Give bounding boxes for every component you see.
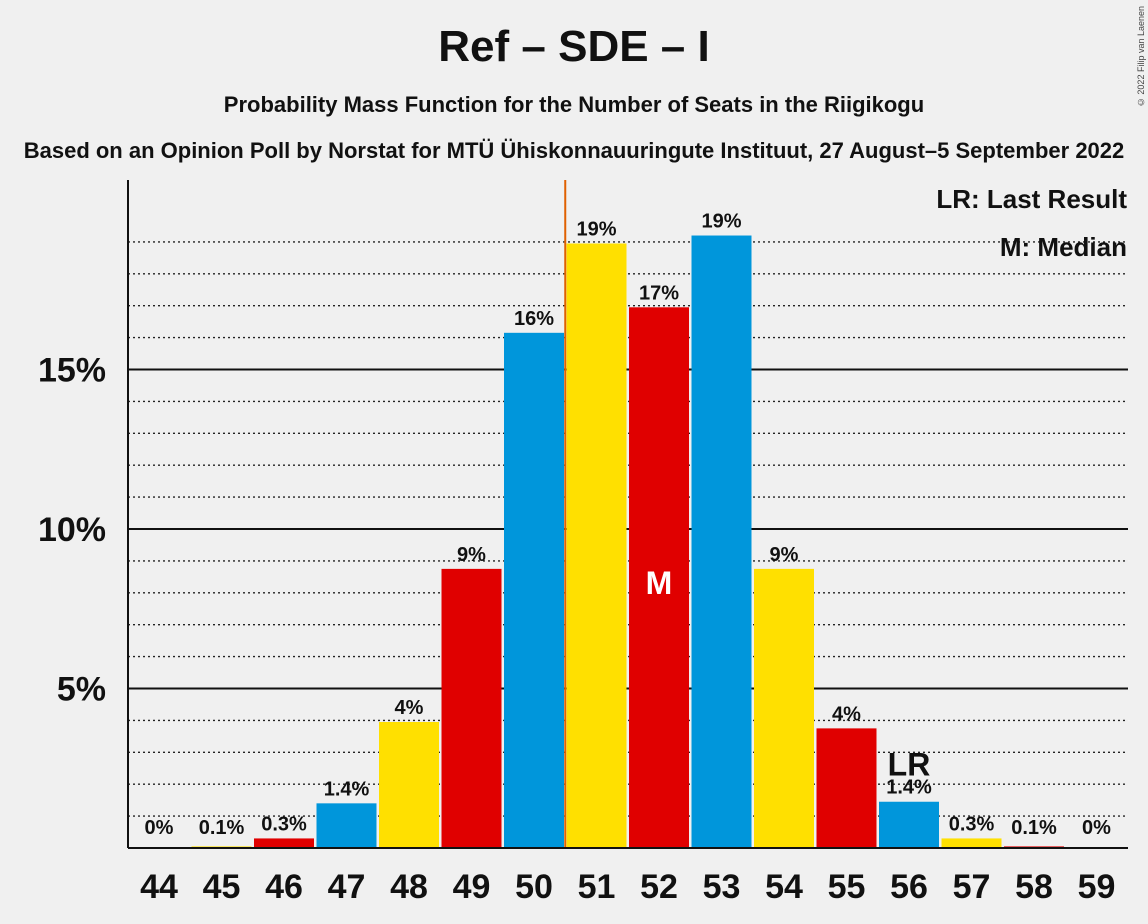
x-tick-label: 47 bbox=[328, 868, 366, 906]
data-label-54: 9% bbox=[770, 544, 799, 566]
x-tick-label: 56 bbox=[890, 868, 928, 906]
bar-47 bbox=[316, 803, 377, 848]
x-tick-label: 52 bbox=[640, 868, 678, 906]
data-label-55: 4% bbox=[832, 703, 861, 725]
legend-last-result: LR: Last Result bbox=[936, 184, 1127, 214]
data-label-56: 1.4% bbox=[886, 777, 932, 799]
x-tick-label: 49 bbox=[453, 868, 491, 906]
data-label-51: 19% bbox=[576, 218, 616, 240]
bar-54 bbox=[754, 568, 814, 848]
x-tick-label: 48 bbox=[390, 868, 428, 906]
legend-median: M: Median bbox=[1000, 232, 1127, 262]
y-tick-label: 10% bbox=[38, 511, 106, 549]
axes-group: 5% 10% 15% 44 45 46 47 48 49 50 51 52 53 54 55 56 57 58 59 bbox=[38, 180, 1128, 906]
data-label-49: 9% bbox=[457, 544, 486, 566]
data-label-50: 16% bbox=[514, 308, 554, 330]
y-tick-label: 5% bbox=[57, 671, 106, 709]
x-tick-label: 45 bbox=[203, 868, 241, 906]
median-marker: M bbox=[646, 565, 673, 601]
x-tick-label: 55 bbox=[828, 868, 866, 906]
data-labels-group: 0% 0.1% 0.3% 1.4% 4% 9% 16% 19% 17% 19% 9% 4% 1.4% 0.… bbox=[145, 211, 1112, 839]
data-label-46: 0.3% bbox=[261, 813, 307, 835]
bar-49 bbox=[441, 568, 502, 848]
data-label-47: 1.4% bbox=[324, 778, 370, 800]
bar-51 bbox=[566, 243, 627, 848]
x-tick-label: 51 bbox=[578, 868, 616, 906]
data-label-53: 19% bbox=[701, 211, 741, 233]
bar-46 bbox=[254, 838, 314, 848]
data-label-59: 0% bbox=[1082, 817, 1111, 839]
data-label-45: 0.1% bbox=[199, 817, 245, 839]
bar-48 bbox=[379, 721, 439, 848]
x-tick-label: 58 bbox=[1015, 868, 1053, 906]
x-tick-label: 59 bbox=[1078, 868, 1116, 906]
bar-50 bbox=[504, 332, 564, 848]
last-result-marker: LR bbox=[888, 747, 931, 783]
bar-57 bbox=[941, 838, 1002, 848]
x-tick-label: 46 bbox=[265, 868, 303, 906]
grid-lines bbox=[128, 241, 1128, 817]
x-tick-label: 50 bbox=[515, 868, 553, 906]
data-label-48: 4% bbox=[395, 697, 424, 719]
bar-55 bbox=[816, 728, 877, 848]
chart-subtitle: Probability Mass Function for the Number… bbox=[223, 92, 925, 117]
bars-group bbox=[191, 180, 1064, 848]
bar-52 bbox=[629, 307, 689, 848]
x-tick-label: 57 bbox=[953, 868, 991, 906]
x-tick-label: 53 bbox=[703, 868, 741, 906]
y-tick-label: 15% bbox=[38, 352, 106, 390]
data-label-44: 0% bbox=[145, 817, 174, 839]
data-label-58: 0.1% bbox=[1011, 817, 1057, 839]
bar-53 bbox=[691, 235, 752, 848]
chart-title: Ref – SDE – I bbox=[438, 22, 710, 71]
chart-source-line: Based on an Opinion Poll by Norstat for … bbox=[23, 138, 1125, 163]
data-label-57: 0.3% bbox=[949, 813, 995, 835]
data-label-52: 17% bbox=[639, 282, 679, 304]
x-tick-label: 54 bbox=[765, 868, 803, 906]
bar-56 bbox=[879, 801, 939, 848]
x-tick-label: 44 bbox=[140, 868, 178, 906]
